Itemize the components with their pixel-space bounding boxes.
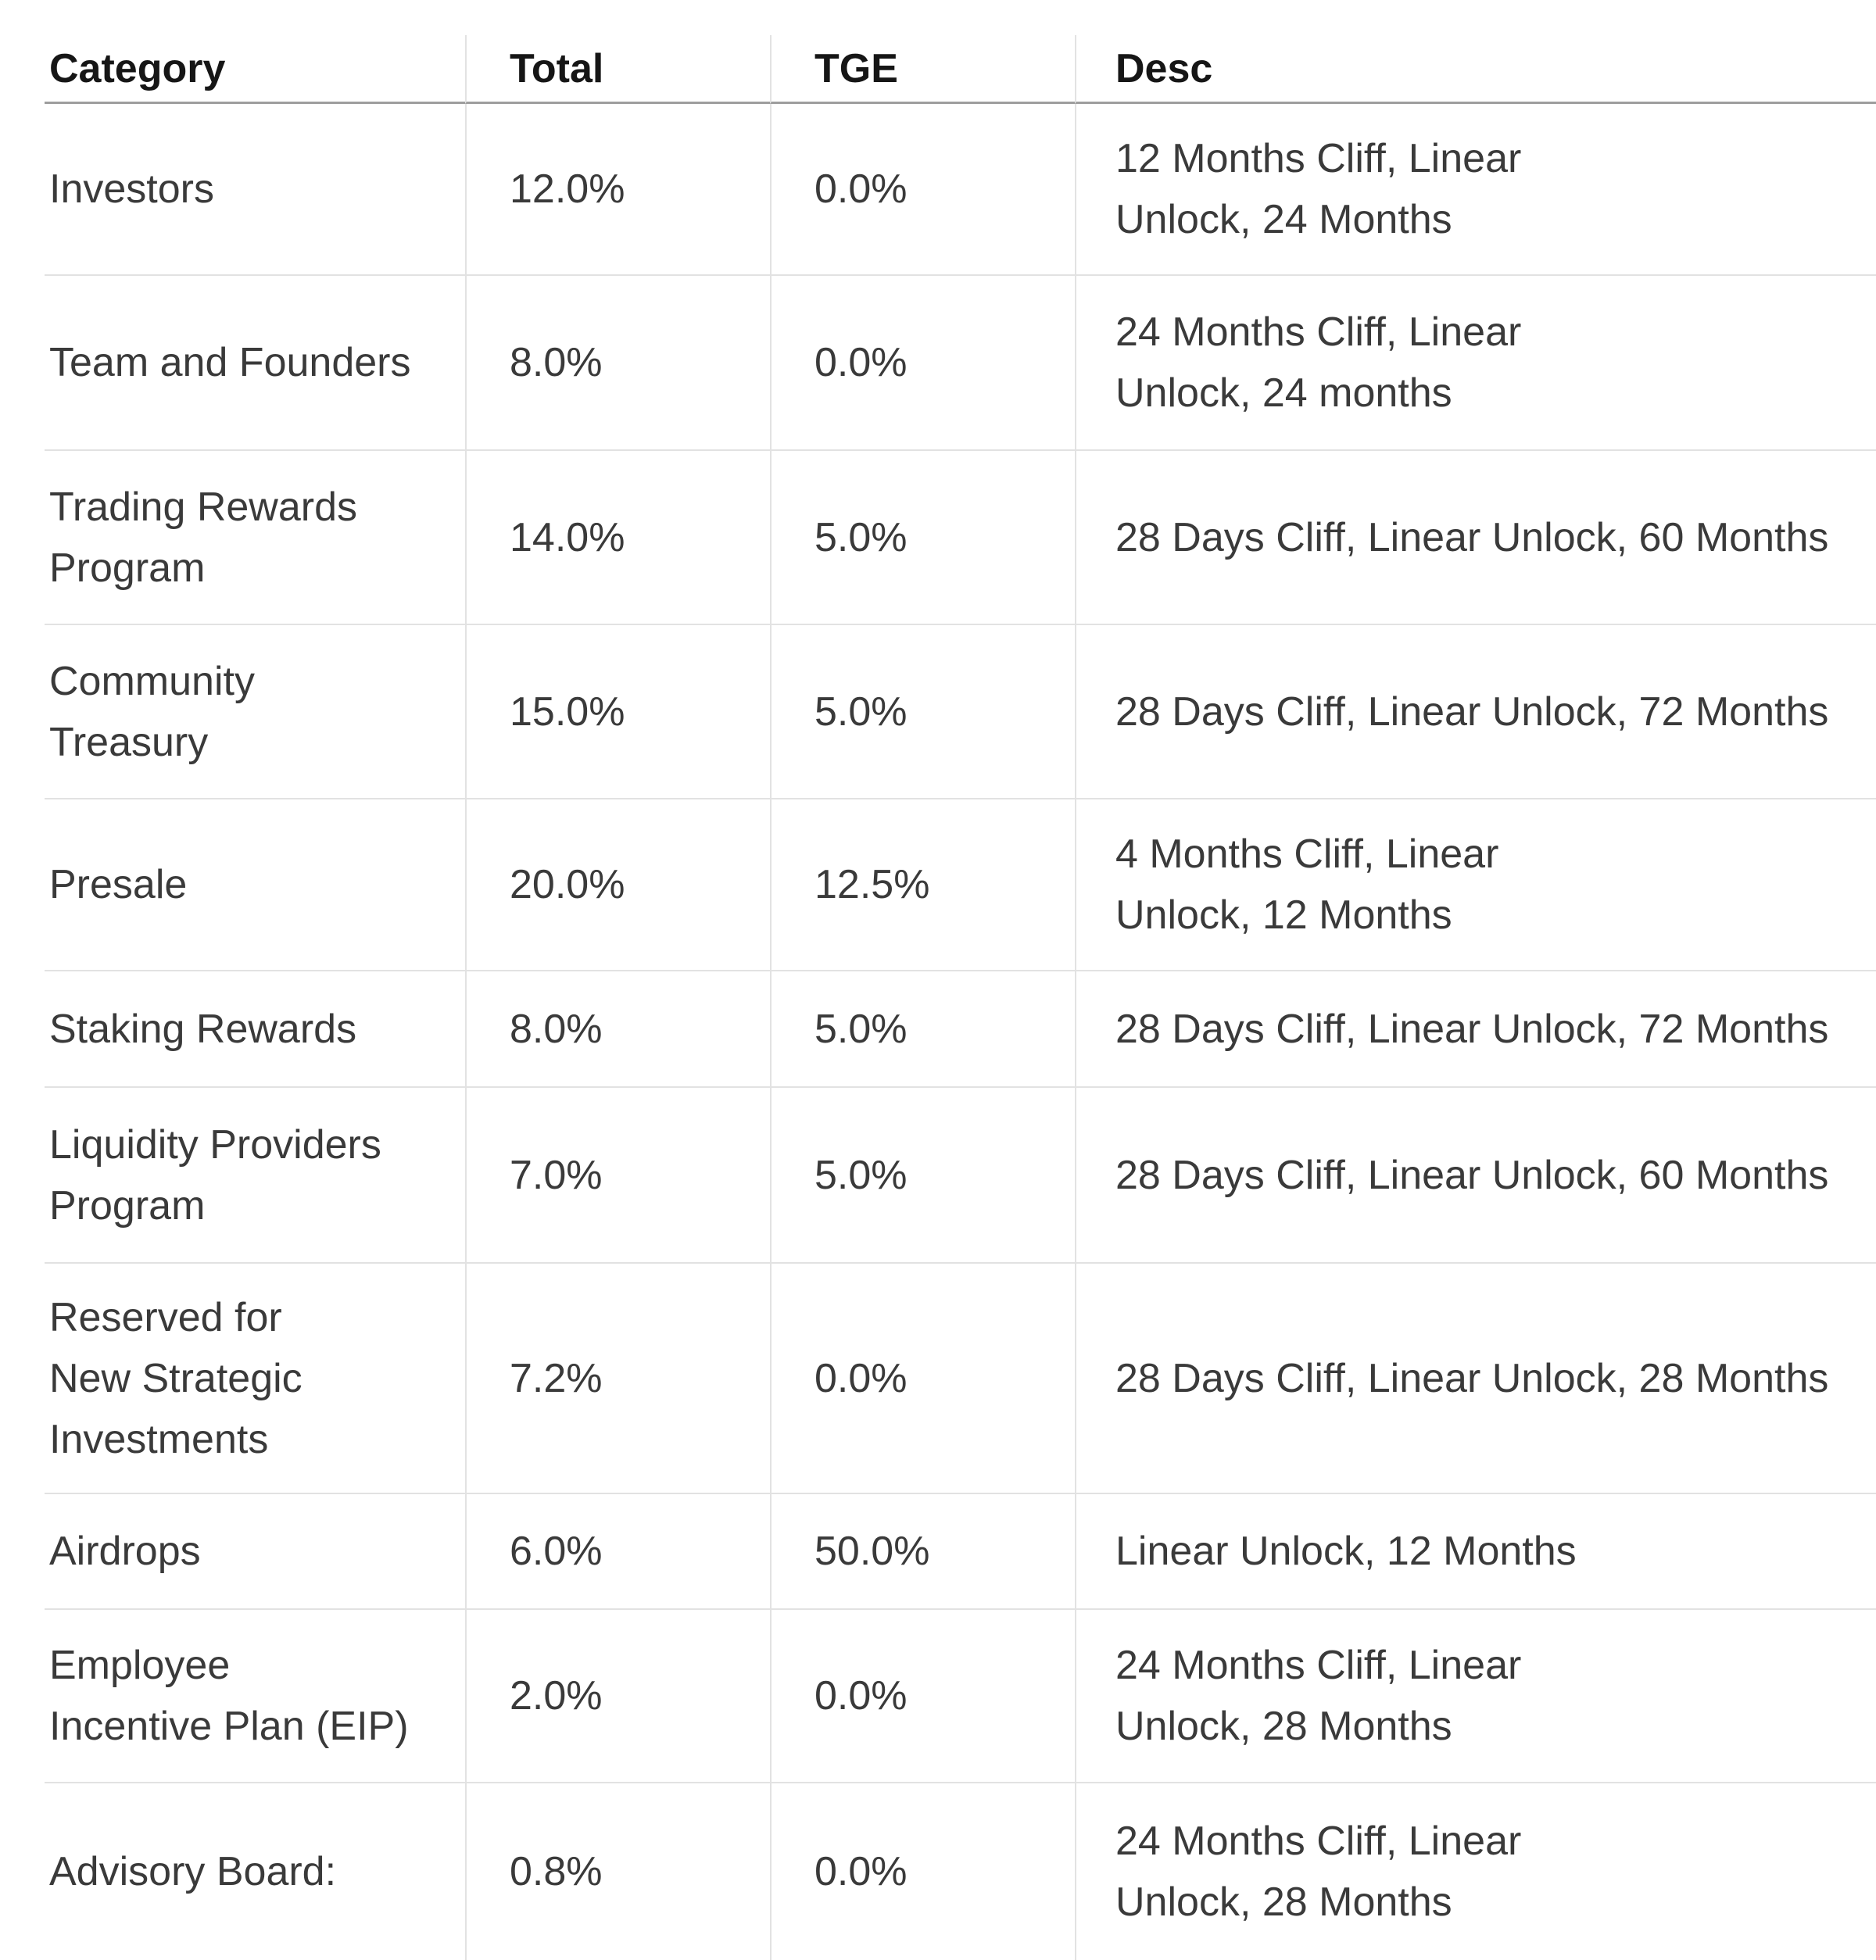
cell-tge: 0.0%	[770, 276, 1075, 451]
cell-category: Airdrops	[45, 1494, 465, 1610]
header-cell-desc: Desc	[1075, 35, 1876, 104]
cell-total: 7.0%	[465, 1088, 770, 1264]
cell-total: 2.0%	[465, 1610, 770, 1783]
cell-desc: 24 Months Cliff, Linear Unlock, 28 Month…	[1075, 1610, 1876, 1783]
cell-category: Community Treasury	[45, 625, 465, 799]
cell-total: 6.0%	[465, 1494, 770, 1610]
cell-total: 12.0%	[465, 104, 770, 276]
cell-category: Reserved for New Strategic Investments	[45, 1264, 465, 1494]
cell-desc: 28 Days Cliff, Linear Unlock, 72 Months	[1075, 625, 1876, 799]
cell-tge: 50.0%	[770, 1494, 1075, 1610]
cell-category: Staking Rewards	[45, 971, 465, 1088]
cell-category: Liquidity Providers Program	[45, 1088, 465, 1264]
cell-desc: Linear Unlock, 12 Months	[1075, 1494, 1876, 1610]
cell-tge: 0.0%	[770, 1264, 1075, 1494]
header-cell-category: Category	[45, 35, 465, 104]
cell-category: Presale	[45, 799, 465, 971]
cell-tge: 0.0%	[770, 1783, 1075, 1960]
cell-tge: 5.0%	[770, 1088, 1075, 1264]
cell-total: 14.0%	[465, 451, 770, 625]
cell-tge: 5.0%	[770, 451, 1075, 625]
cell-category: Advisory Board:	[49, 1849, 337, 1894]
cell-category: Team and Founders	[45, 276, 465, 451]
cell-total: 7.2%	[465, 1264, 770, 1494]
header-cell-tge: TGE	[770, 35, 1075, 104]
cell-tge: 0.0%	[770, 104, 1075, 276]
cell-desc: 28 Days Cliff, Linear Unlock, 72 Months	[1075, 971, 1876, 1088]
cell-desc: 12 Months Cliff, Linear Unlock, 24 Month…	[1075, 104, 1876, 276]
cell-tge: 5.0%	[770, 625, 1075, 799]
cell-total: 0.8%	[465, 1783, 770, 1960]
cell-desc: 4 Months Cliff, Linear Unlock, 12 Months	[1075, 799, 1876, 971]
header-cell-total: Total	[465, 35, 770, 104]
cell-tge: 5.0%	[770, 971, 1075, 1088]
cell-tge: 0.0%	[770, 1610, 1075, 1783]
cell-category: Trading Rewards Program	[45, 451, 465, 625]
cell-category: Investors	[45, 104, 465, 276]
cell-total: 20.0%	[465, 799, 770, 971]
cell-category: Employee Incentive Plan (EIP)	[45, 1610, 465, 1783]
cell-desc: 24 Months Cliff, Linear Unlock, 28 Month…	[1075, 1783, 1876, 1960]
cell-tge: 12.5%	[770, 799, 1075, 971]
allocation-table: Category Total TGE Desc Investors 12.0% …	[45, 35, 1876, 1960]
cell-total: 15.0%	[465, 625, 770, 799]
cell-total: 8.0%	[465, 971, 770, 1088]
cell-desc: 28 Days Cliff, Linear Unlock, 28 Months	[1075, 1264, 1876, 1494]
cell-desc: 28 Days Cliff, Linear Unlock, 60 Months	[1075, 1088, 1876, 1264]
cell-desc: 28 Days Cliff, Linear Unlock, 60 Months	[1075, 451, 1876, 625]
cell-total: 8.0%	[465, 276, 770, 451]
cell-desc: 24 Months Cliff, Linear Unlock, 24 month…	[1075, 276, 1876, 451]
